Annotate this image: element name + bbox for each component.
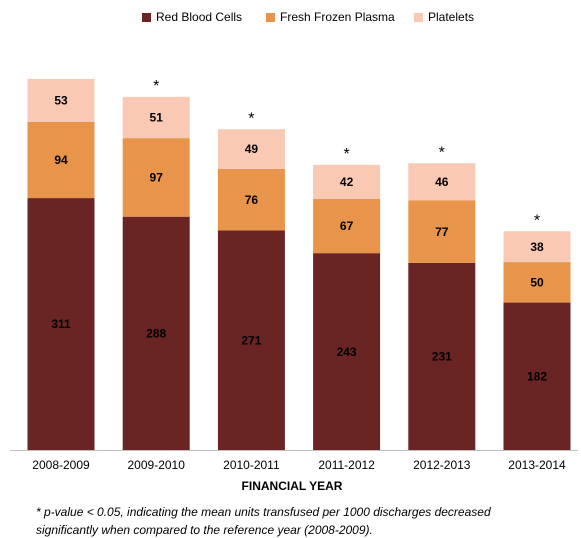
- significance-marker: *: [343, 146, 349, 163]
- bar-segment: [313, 253, 381, 450]
- bar-segment: [122, 216, 190, 450]
- bar-segment: [122, 138, 190, 217]
- bar-segment: [27, 198, 95, 450]
- footnote: significantly when compared to the refer…: [36, 523, 373, 537]
- bar-segment: [408, 200, 476, 263]
- bar-segment: [313, 198, 381, 254]
- significance-marker: *: [248, 110, 254, 127]
- value-label: 42: [340, 175, 354, 189]
- value-label: 38: [530, 240, 544, 254]
- value-label: 271: [241, 333, 261, 347]
- x-axis-title: FINANCIAL YEAR: [242, 479, 343, 493]
- value-label: 77: [435, 225, 449, 239]
- value-label: 53: [54, 94, 68, 108]
- value-label: 76: [245, 193, 259, 207]
- value-label: 243: [337, 345, 357, 359]
- significance-marker: *: [534, 213, 540, 230]
- x-tick-label: 2011-2012: [318, 458, 375, 472]
- legend-label: Fresh Frozen Plasma: [280, 10, 395, 24]
- value-label: 288: [146, 327, 166, 341]
- value-label: 182: [527, 369, 547, 383]
- x-tick-label: 2009-2010: [128, 458, 186, 472]
- legend-label: Red Blood Cells: [156, 10, 242, 24]
- value-label: 311: [51, 317, 71, 331]
- bar-segment: [408, 262, 476, 450]
- footnote: * p-value < 0.05, indicating the mean un…: [36, 505, 491, 519]
- bar-segment: [408, 163, 476, 201]
- bar-segment: [503, 302, 571, 450]
- value-label: 49: [245, 142, 259, 156]
- bar-segment: [313, 164, 381, 199]
- significance-marker: *: [439, 144, 445, 161]
- bar-segment: [503, 231, 571, 263]
- legend-swatch: [142, 13, 151, 22]
- bar-segment: [217, 230, 285, 450]
- legend-swatch: [266, 13, 275, 22]
- value-label: 46: [435, 175, 449, 189]
- bar-segment: [122, 96, 190, 139]
- value-label: 94: [54, 153, 68, 167]
- x-tick-label: 2008-2009: [32, 458, 90, 472]
- value-label: 97: [150, 171, 164, 185]
- bar-segment: [27, 121, 95, 199]
- value-label: 231: [432, 350, 452, 364]
- legend-label: Platelets: [428, 10, 474, 24]
- x-tick-label: 2013-2014: [508, 458, 566, 472]
- value-label: 51: [150, 111, 164, 125]
- x-tick-label: 2012-2013: [413, 458, 471, 472]
- bar-segment: [503, 262, 571, 303]
- value-label: 50: [530, 275, 544, 289]
- x-tick-label: 2010-2011: [223, 458, 280, 472]
- bar-segment: [217, 129, 285, 169]
- legend-swatch: [414, 13, 423, 22]
- bar-segment: [27, 79, 95, 122]
- bar-segment: [217, 168, 285, 231]
- significance-marker: *: [153, 78, 159, 95]
- value-label: 67: [340, 219, 354, 233]
